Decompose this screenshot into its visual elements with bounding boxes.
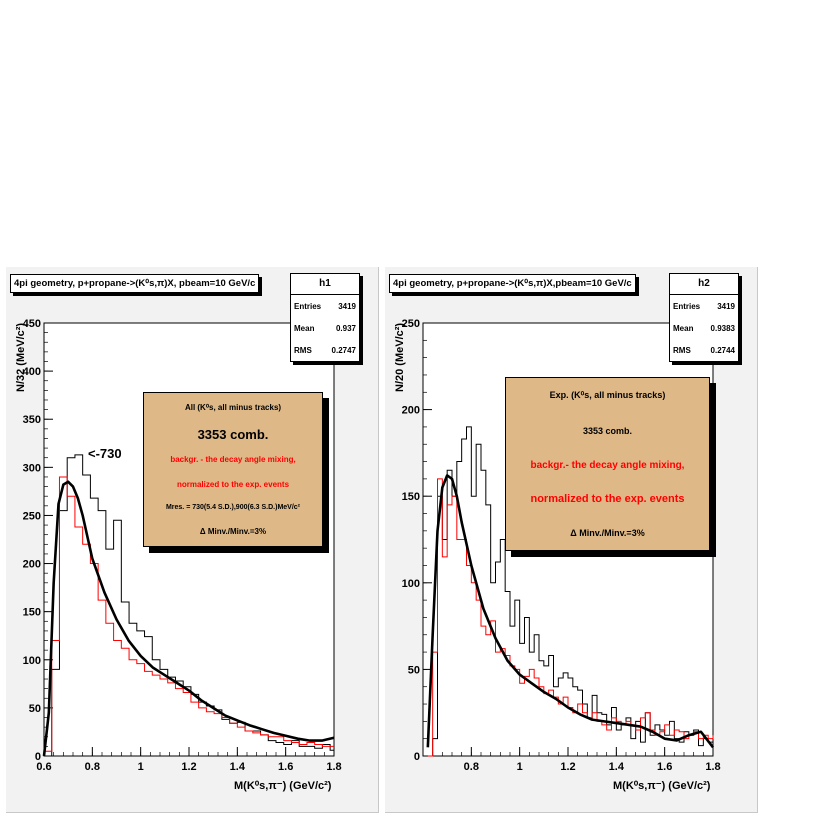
- stats-entries: Entries 3419: [673, 301, 735, 311]
- histogram-name: h2: [670, 274, 738, 295]
- histogram-experiment: [427, 426, 714, 757]
- fit-curve: [426, 474, 715, 749]
- y-tick-label: 100: [402, 578, 420, 590]
- y-tick-label: 0: [414, 751, 420, 763]
- chart-title: 4pi geometry, p+propane->(K⁰s,π)X,pbeam=…: [389, 274, 636, 293]
- legend-line: 3353 comb.: [197, 427, 269, 442]
- legend-box: All (K⁰s, all minus tracks) 3353 comb. b…: [143, 392, 323, 547]
- y-tick-label: 150: [23, 607, 41, 619]
- y-tick-label: 0: [35, 751, 41, 763]
- x-tick-label: 1.4: [609, 761, 625, 773]
- y-tick-label: 100: [23, 655, 41, 667]
- x-tick-label: 0.6: [36, 761, 51, 773]
- histogram-name: h1: [291, 274, 359, 295]
- legend-line: normalized to the exp. events: [176, 480, 290, 489]
- x-tick-label: 0.8: [464, 761, 479, 773]
- y-tick-label: 350: [23, 414, 41, 426]
- fit-curve: [42, 480, 335, 757]
- x-tick-label: 1.2: [181, 761, 196, 773]
- legend-line: Δ Minv./Minv.=3%: [199, 527, 267, 536]
- stats-rms: RMS 0.2744: [673, 345, 735, 355]
- y-tick-label: 300: [23, 462, 41, 474]
- y-tick-label: 50: [408, 664, 420, 676]
- stats-mean: Mean 0.9383: [673, 323, 735, 333]
- legend-line: Δ Minv./Minv.=3%: [570, 528, 645, 538]
- y-tick-label: 400: [23, 366, 41, 378]
- stats-entries: Entries 3419: [294, 301, 356, 311]
- x-tick-label: 1.8: [326, 761, 341, 773]
- chart-panel-h2: 0 50 100 150 200 250 0.8 1 1.2 1.4 1.6 1.8 4pi geom…: [385, 267, 758, 813]
- x-tick-label: 1.2: [560, 761, 575, 773]
- legend-line: backgr. - the decay angle mixing,: [170, 455, 296, 464]
- histogram-experiment: [44, 454, 334, 757]
- legend-line: normalized to the exp. events: [530, 493, 685, 505]
- legend-line: Mres. = 730(5.4 S.D.),900(6.3 S.D.)MeV/c…: [165, 504, 301, 511]
- y-tick-label: 200: [23, 559, 41, 571]
- legend-line: 3353 comb.: [582, 426, 633, 436]
- x-tick-label: 1: [138, 761, 144, 773]
- y-tick-label: 150: [402, 491, 420, 503]
- legend-line: Exp. (K⁰s, all minus tracks): [549, 390, 666, 400]
- peak-annotation: <-730: [88, 446, 122, 461]
- x-tick-label: 1: [517, 761, 523, 773]
- stats-box: h2 Entries 3419 Mean 0.9383 RMS 0.2744: [669, 273, 739, 362]
- y-tick-label: 250: [402, 318, 420, 330]
- stats-rms: RMS 0.2747: [294, 345, 356, 355]
- legend-box: Exp. (K⁰s, all minus tracks) 3353 comb. …: [505, 377, 710, 551]
- y-tick-label: 200: [402, 405, 420, 417]
- legend-line: All (K⁰s, all minus tracks): [184, 403, 282, 412]
- y-tick-label: 450: [23, 318, 41, 330]
- y-tick-label: 50: [29, 703, 41, 715]
- chart-panel-h1: 0 50 100 150 200 250 300 350 400 450 0.6 0.8 1 1.2 1.4…: [6, 267, 379, 813]
- stats-mean: Mean 0.937: [294, 323, 356, 333]
- x-tick-label: 1.4: [230, 761, 246, 773]
- stats-box: h1 Entries 3419 Mean 0.937 RMS 0.2747: [290, 273, 360, 362]
- y-axis-title: N/32 (MeV/c²): [15, 322, 27, 392]
- y-tick-label: 250: [23, 510, 41, 522]
- x-tick-label: 0.8: [85, 761, 100, 773]
- y-axis-title: N/20 (MeV/c²): [394, 322, 406, 392]
- x-tick-label: 1.6: [278, 761, 293, 773]
- legend-line: backgr.- the decay angle mixing,: [530, 460, 685, 471]
- chart-title: 4pi geometry, p+propane->(K⁰s,π)X, pbeam…: [10, 274, 260, 293]
- x-tick-label: 1.8: [705, 761, 720, 773]
- x-axis-title: M(K⁰s,π⁻) (GeV/c²): [234, 780, 332, 792]
- x-tick-label: 1.6: [657, 761, 672, 773]
- x-axis-title: M(K⁰s,π⁻) (GeV/c²): [613, 780, 711, 792]
